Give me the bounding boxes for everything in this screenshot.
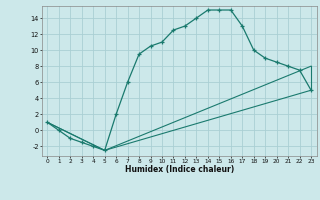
X-axis label: Humidex (Indice chaleur): Humidex (Indice chaleur): [124, 165, 234, 174]
